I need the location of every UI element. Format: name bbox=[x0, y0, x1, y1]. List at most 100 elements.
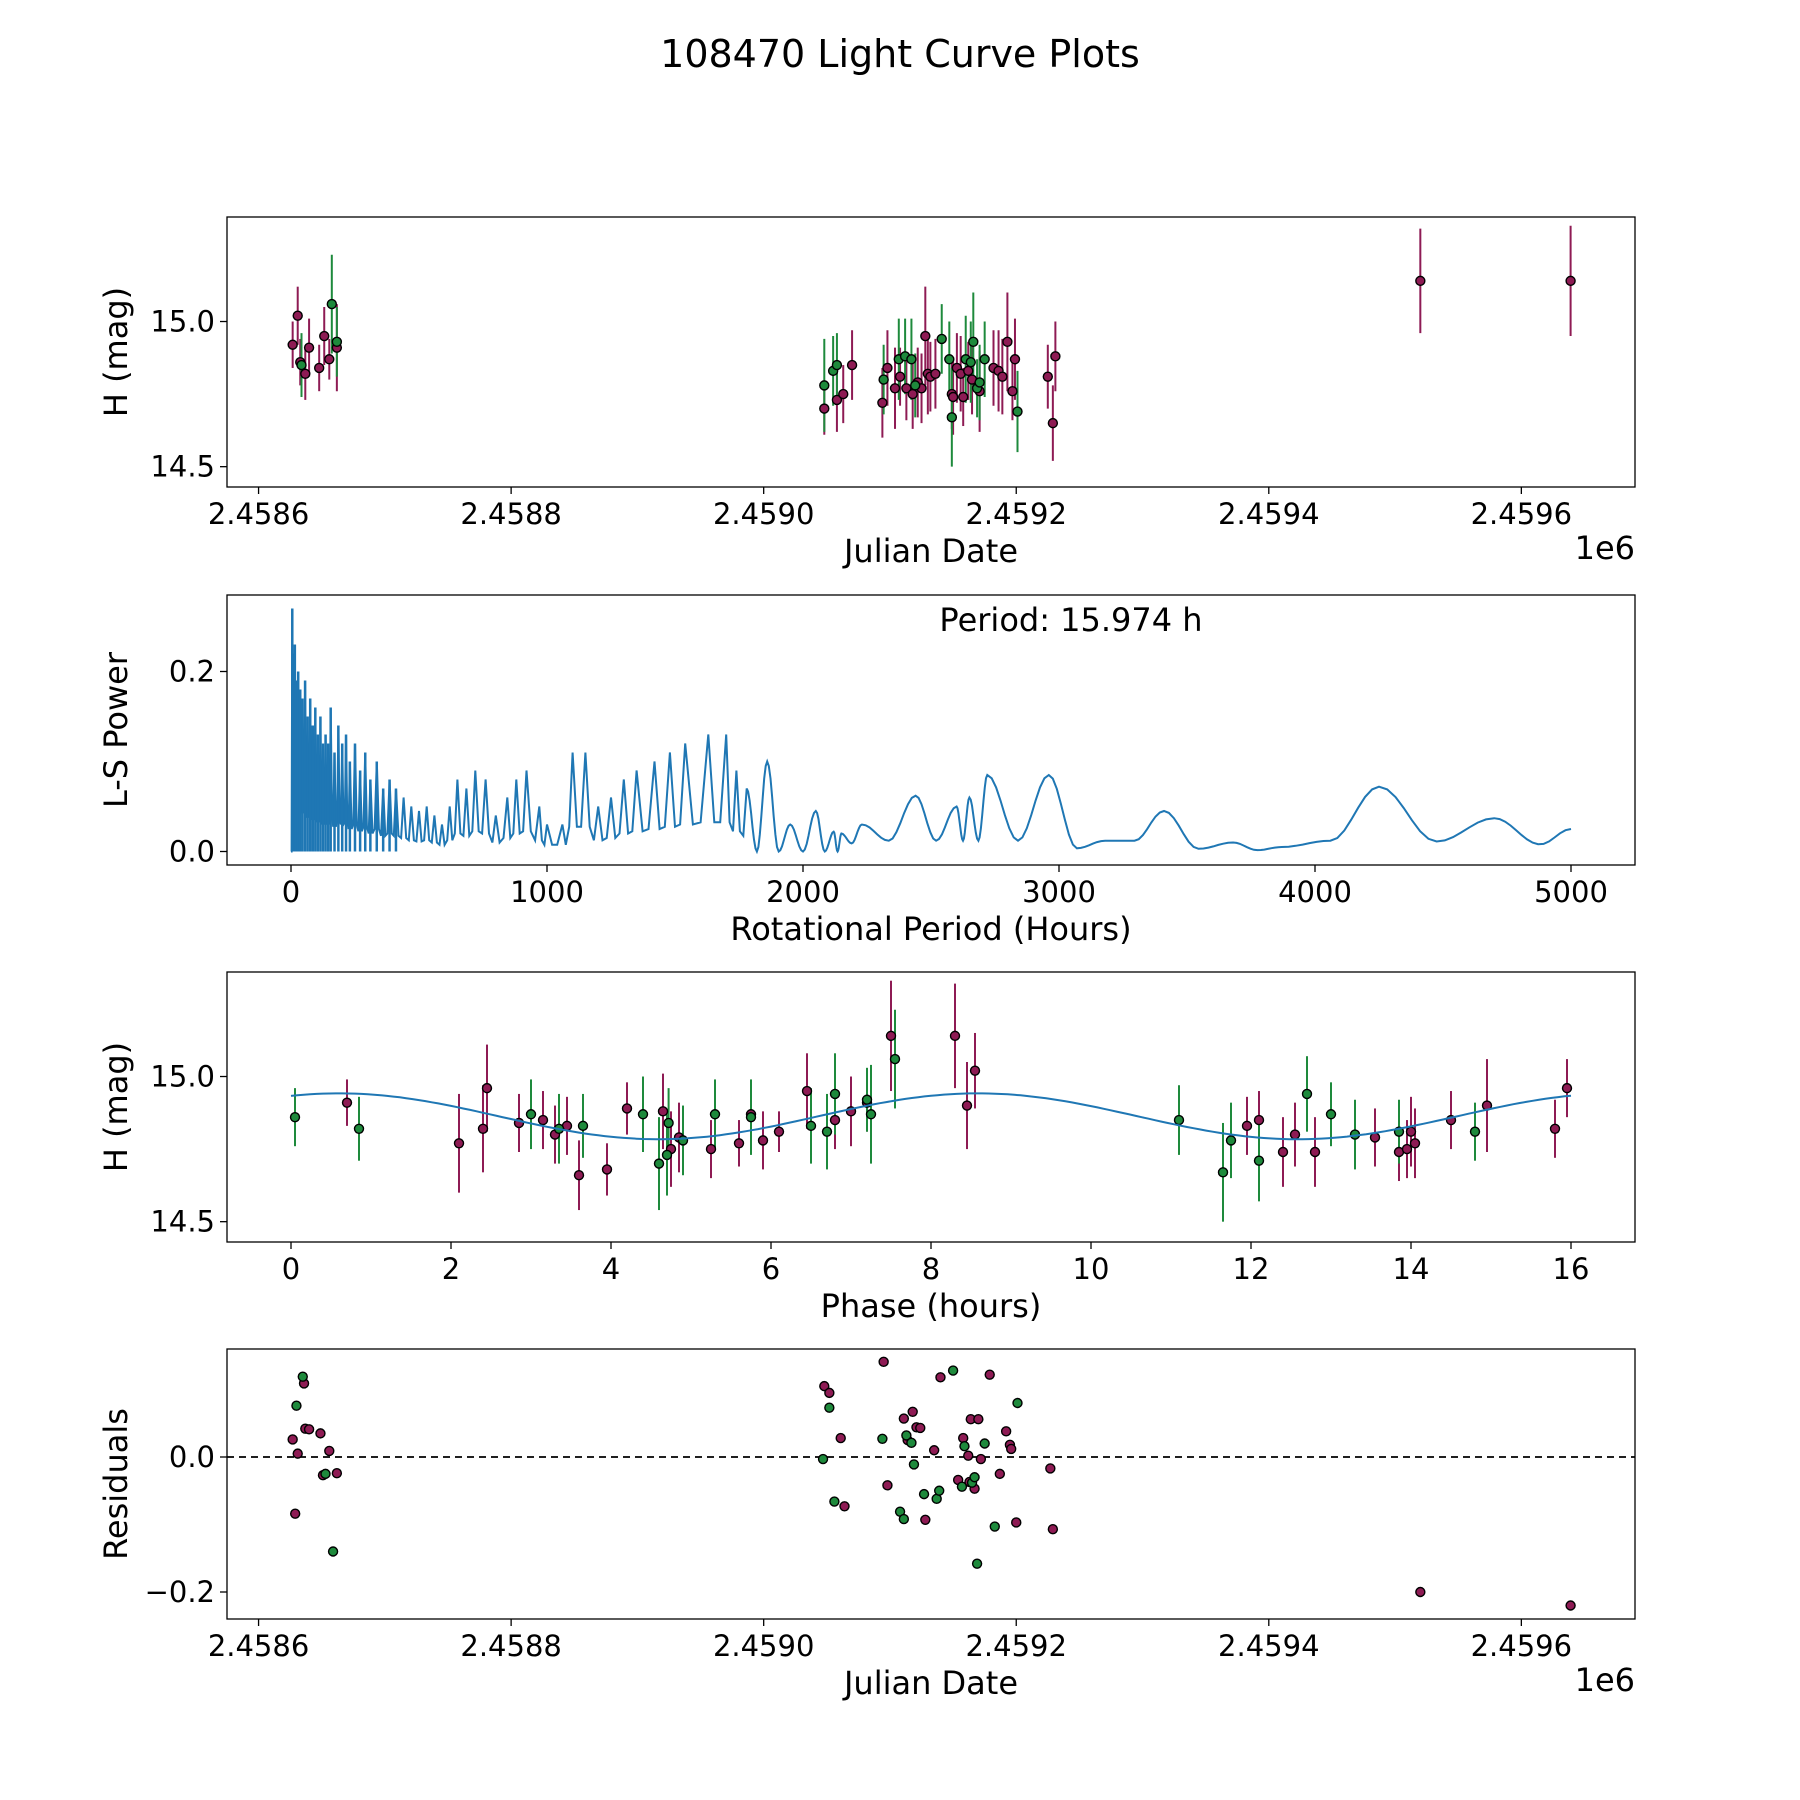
phase-green-point bbox=[663, 1117, 674, 1129]
residuals-green-point bbox=[898, 1513, 910, 1525]
residuals-purple-point bbox=[984, 1369, 995, 1380]
lightcurve-axes-frame bbox=[226, 216, 1636, 488]
phase-green-point bbox=[677, 1135, 689, 1146]
periodogram-y-tick-label: 0.0 bbox=[169, 835, 215, 869]
phase-y-axis-label: H (mag) bbox=[97, 1042, 135, 1172]
phase-purple-point bbox=[885, 1030, 897, 1042]
lightcurve-green-point bbox=[819, 380, 830, 391]
periodogram-x-axis-label: Rotational Period (Hours) bbox=[730, 910, 1131, 948]
residuals-x-tick-label: 2.4592 bbox=[965, 1629, 1066, 1663]
periodogram-x-tick-label: 5000 bbox=[1534, 875, 1608, 909]
phase-purple-point bbox=[1253, 1114, 1265, 1126]
residuals-purple-point bbox=[835, 1432, 846, 1444]
residuals-purple-point bbox=[935, 1372, 946, 1383]
phase-purple-point bbox=[705, 1143, 717, 1155]
residuals-green-point bbox=[291, 1400, 302, 1411]
phase-green-point bbox=[745, 1111, 757, 1123]
lightcurve-purple-point bbox=[303, 342, 315, 353]
lightcurve-purple-point bbox=[877, 397, 888, 409]
phase-green-point bbox=[1173, 1114, 1185, 1126]
phase-x-tick-label: 12 bbox=[1233, 1252, 1270, 1286]
residuals-green-point bbox=[1012, 1397, 1023, 1409]
phase-model-curve bbox=[290, 1092, 1572, 1141]
figure-title: 108470 Light Curve Plots bbox=[660, 32, 1140, 76]
residuals-x-tick-label: 2.4594 bbox=[1218, 1629, 1319, 1663]
residuals-purple-point bbox=[920, 1514, 931, 1525]
residuals-purple-point bbox=[1045, 1463, 1056, 1474]
residuals-green-point bbox=[829, 1496, 840, 1507]
lightcurve-x-tick-label: 2.4594 bbox=[1218, 497, 1319, 531]
residuals-purple-point bbox=[1415, 1586, 1426, 1598]
phase-green-point bbox=[289, 1111, 301, 1123]
lightcurve-purple-point bbox=[287, 339, 298, 350]
lightcurve-purple-point bbox=[846, 359, 858, 371]
residuals-purple-point bbox=[1005, 1443, 1017, 1455]
lightcurve-green-point bbox=[878, 374, 889, 385]
lightcurve-purple-point bbox=[1565, 275, 1576, 287]
lightcurve-x-tick-label: 2.4596 bbox=[1471, 497, 1572, 531]
residuals-green-point bbox=[959, 1440, 970, 1452]
residuals-purple-point bbox=[324, 1445, 335, 1457]
phase-green-point bbox=[1225, 1135, 1237, 1146]
periodogram-power-line bbox=[290, 608, 1572, 855]
residuals-purple-point bbox=[898, 1413, 910, 1424]
residuals-x-axis-label: Julian Date bbox=[842, 1664, 1018, 1702]
residuals-purple-point bbox=[1011, 1517, 1022, 1528]
lightcurve-green-point bbox=[331, 336, 343, 348]
periodogram-x-tick-label: 0 bbox=[282, 875, 300, 909]
phase-purple-point bbox=[969, 1065, 981, 1076]
lightcurve-green-point bbox=[936, 333, 947, 345]
residuals-green-point bbox=[908, 1459, 920, 1470]
phase-purple-point bbox=[1549, 1123, 1561, 1134]
residuals-x-offset-label: 1e6 bbox=[1575, 1661, 1635, 1699]
lightcurve-green-point bbox=[831, 359, 843, 371]
residuals-green-point bbox=[969, 1472, 980, 1483]
lightcurve-purple-point bbox=[894, 371, 906, 382]
lightcurve-panel: 2.4586 2.4588 2.4590 2.4592 2.4594 2.4596 14.5… bbox=[97, 216, 1636, 570]
lightcurve-purple-point bbox=[1415, 275, 1426, 287]
lightcurve-green-point bbox=[296, 359, 307, 371]
lightcurve-purple-point bbox=[300, 368, 311, 379]
residuals-x-tick-label: 2.4590 bbox=[713, 1629, 814, 1663]
phase-purple-point bbox=[1405, 1126, 1417, 1137]
lightcurve-purple-point bbox=[292, 310, 303, 321]
residuals-purple-point bbox=[1565, 1600, 1576, 1611]
lightcurve-y-axis-label: H (mag) bbox=[97, 287, 135, 417]
lightcurve-x-tick-label: 2.4588 bbox=[460, 497, 561, 531]
residuals-purple-point bbox=[878, 1356, 889, 1368]
phase-green-point bbox=[889, 1053, 901, 1065]
residuals-y-axis-label: Residuals bbox=[97, 1408, 135, 1560]
phase-purple-point bbox=[477, 1123, 489, 1134]
phase-purple-point bbox=[573, 1170, 585, 1181]
phase-green-point bbox=[829, 1088, 841, 1100]
residuals-purple-point bbox=[824, 1387, 835, 1399]
periodogram-x-tick-label: 2000 bbox=[766, 875, 840, 909]
lightcurve-x-axis-label: Julian Date bbox=[842, 532, 1018, 570]
lightcurve-purple-point bbox=[319, 330, 330, 342]
phase-purple-point bbox=[1561, 1082, 1573, 1094]
lightcurve-purple-point bbox=[997, 371, 1008, 382]
phase-purple-point bbox=[657, 1106, 669, 1117]
lightcurve-green-point bbox=[944, 354, 955, 365]
lightcurve-green-point bbox=[965, 356, 976, 368]
phase-green-point bbox=[577, 1120, 589, 1132]
phase-panel: 0 2 4 6 8 10 12 14 16 14.5 15.0 Phase (hours) H (mag… bbox=[97, 971, 1636, 1325]
phase-purple-point bbox=[961, 1100, 973, 1111]
residuals-purple-point bbox=[994, 1468, 1006, 1480]
periodogram-y-tick-label: 0.2 bbox=[169, 655, 215, 689]
residuals-purple-point bbox=[331, 1467, 343, 1479]
residuals-green-point bbox=[297, 1371, 308, 1382]
lightcurve-x-tick-label: 2.4590 bbox=[713, 497, 814, 531]
phase-purple-point bbox=[1277, 1146, 1289, 1158]
phase-purple-point bbox=[773, 1126, 785, 1137]
residuals-purple-point bbox=[303, 1424, 315, 1435]
lightcurve-purple-point bbox=[901, 383, 912, 394]
phase-green-point bbox=[709, 1109, 721, 1120]
lightcurve-purple-point bbox=[313, 362, 325, 374]
residuals-green-point bbox=[877, 1433, 888, 1444]
lightcurve-purple-point bbox=[838, 388, 849, 400]
phase-x-axis-label: Phase (hours) bbox=[821, 1287, 1042, 1325]
phase-green-point bbox=[653, 1158, 665, 1169]
